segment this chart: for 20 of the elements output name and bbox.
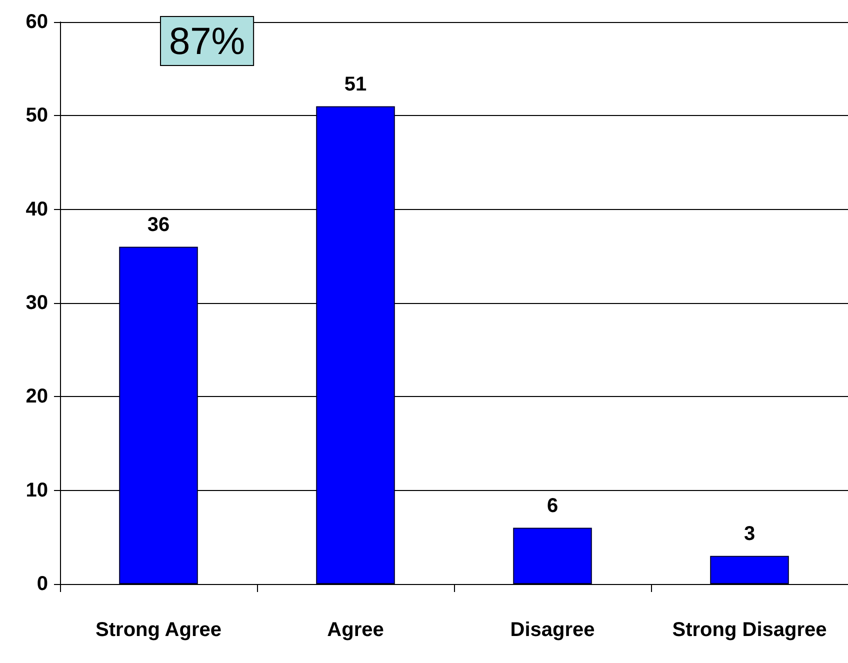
data-label: 51 bbox=[344, 73, 367, 96]
data-label: 36 bbox=[147, 214, 170, 236]
y-tick-label: 20 bbox=[26, 386, 48, 408]
bar bbox=[710, 556, 789, 584]
annotation: 87% bbox=[169, 21, 246, 63]
data-label: 3 bbox=[744, 522, 756, 545]
data-label: 6 bbox=[546, 494, 558, 517]
bar bbox=[119, 246, 198, 584]
y-tick-label: 50 bbox=[26, 104, 48, 127]
y-tick-label: 60 bbox=[26, 11, 48, 33]
x-tick-label: Agree bbox=[327, 619, 384, 641]
y-tick-label: 40 bbox=[26, 198, 48, 220]
bar bbox=[316, 106, 395, 584]
y-tick-label: 0 bbox=[36, 573, 48, 595]
x-tick-label: Disagree bbox=[510, 619, 595, 641]
bar bbox=[513, 528, 592, 584]
x-tick-label: Strong Disagree bbox=[672, 619, 827, 641]
x-tick-label: Strong Agree bbox=[96, 619, 222, 641]
y-tick-label: 30 bbox=[26, 292, 48, 314]
y-tick-label: 10 bbox=[26, 479, 48, 502]
